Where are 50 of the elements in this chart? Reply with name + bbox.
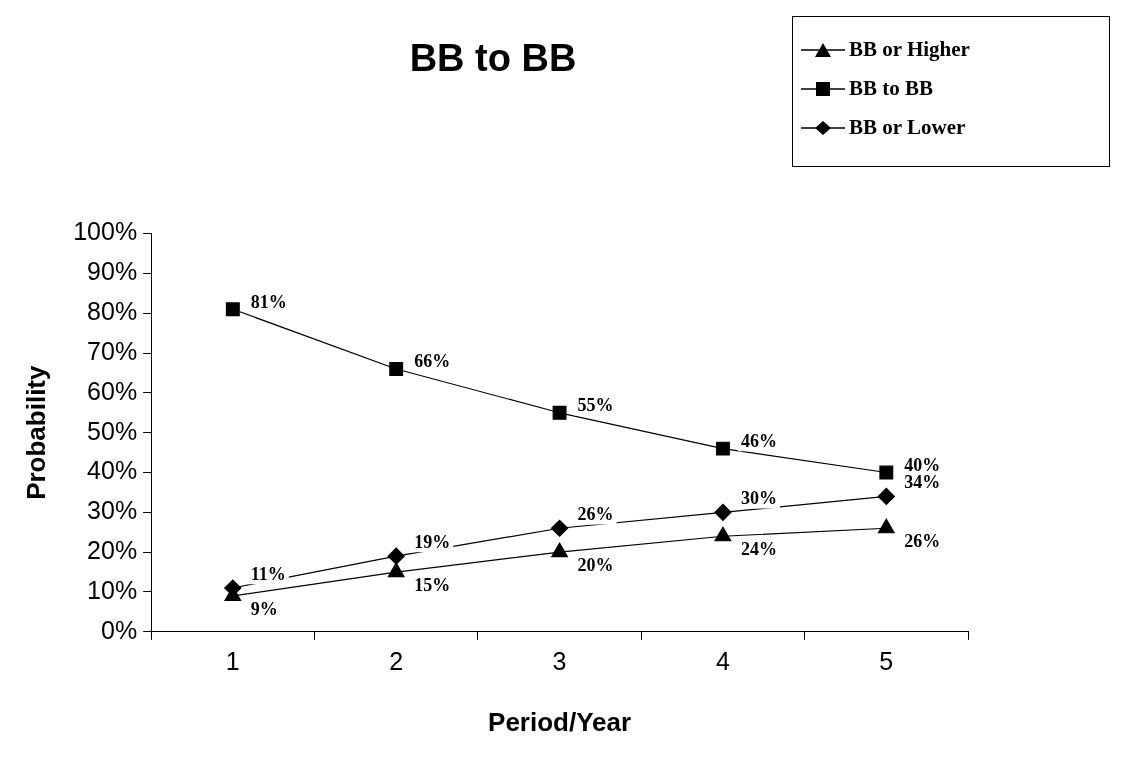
point <box>714 526 732 542</box>
y-tick-label: 20% <box>87 536 138 565</box>
data-label: 9% <box>250 599 278 620</box>
x-tick-label: 2 <box>389 646 404 675</box>
data-label: 26% <box>577 504 614 525</box>
legend-label: BB or Higher <box>849 37 970 62</box>
y-tick-label: 40% <box>87 456 138 485</box>
data-label: 34% <box>904 472 941 493</box>
point <box>714 503 732 521</box>
y-tick-label: 70% <box>87 336 138 365</box>
data-label: 11% <box>250 563 286 584</box>
data-label: 55% <box>577 395 614 416</box>
point <box>551 542 568 558</box>
point <box>550 519 569 537</box>
point <box>715 441 730 456</box>
data-label: 24% <box>740 539 777 560</box>
data-label: 15% <box>414 575 451 596</box>
x-axis-title: Period/Year <box>488 706 632 737</box>
point <box>387 547 405 565</box>
legend-label: BB or Lower <box>849 115 966 140</box>
chart-title: BB to BB <box>409 37 577 80</box>
x-tick-label: 3 <box>552 646 567 675</box>
data-label: 66% <box>414 351 451 372</box>
x-tick-label: 4 <box>715 646 730 675</box>
point <box>387 562 405 578</box>
y-tick-label: 90% <box>87 257 138 286</box>
point <box>552 405 567 420</box>
point <box>879 465 894 480</box>
data-label: 19% <box>414 532 451 552</box>
data-label: 40% <box>904 454 941 475</box>
point <box>225 302 240 317</box>
x-tick-label: 5 <box>879 646 894 675</box>
data-label: 26% <box>904 531 941 552</box>
point <box>877 487 895 506</box>
data-label: 81% <box>250 291 287 312</box>
y-tick-label: 10% <box>87 575 138 604</box>
y-tick-label: 100% <box>73 217 138 246</box>
y-axis-title: Probability <box>20 364 51 500</box>
y-tick-label: 60% <box>87 376 138 405</box>
data-label: 20% <box>577 555 614 576</box>
data-label: 30% <box>740 488 777 509</box>
y-tick-label: 80% <box>87 297 138 326</box>
y-tick-label: 50% <box>87 416 138 445</box>
x-tick-label: 1 <box>225 646 240 675</box>
legend-label: BB to BB <box>849 76 934 101</box>
point <box>877 518 895 534</box>
y-tick-label: 0% <box>101 615 138 644</box>
data-label: 46% <box>740 430 777 451</box>
y-tick-label: 30% <box>87 496 138 525</box>
point <box>389 362 404 376</box>
